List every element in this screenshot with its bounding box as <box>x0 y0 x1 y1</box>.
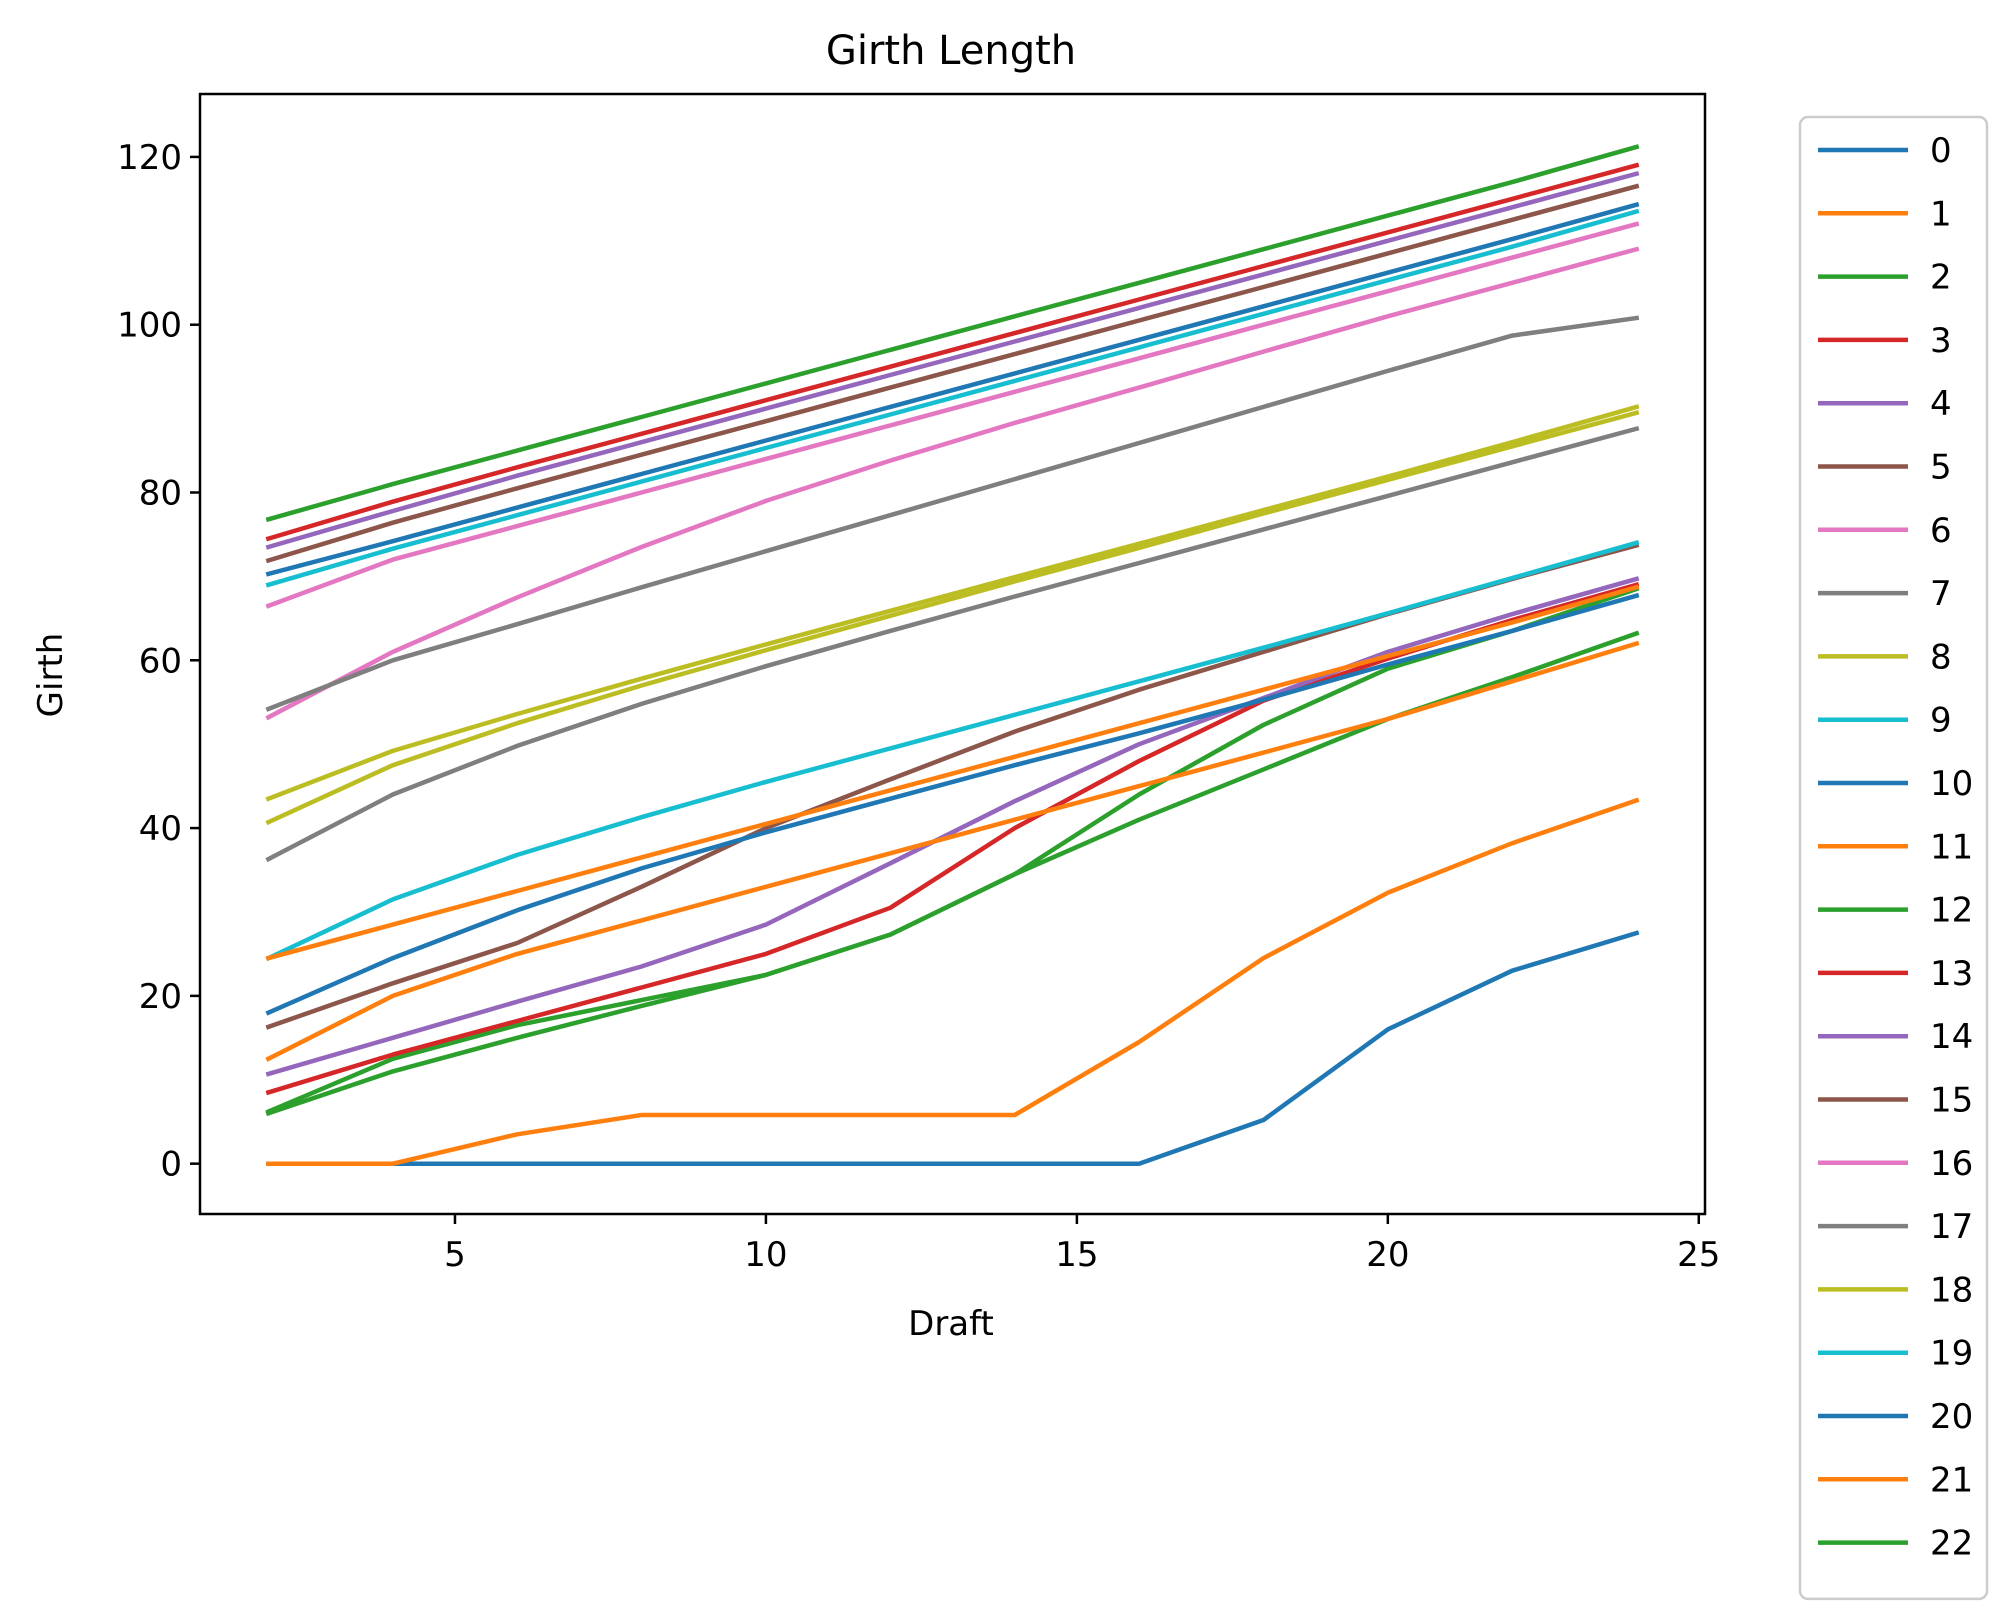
legend-item[interactable]: 2 <box>1818 258 1952 298</box>
legend-label: 6 <box>1930 511 1952 551</box>
legend-item[interactable]: 0 <box>1818 131 1952 171</box>
legend-label: 8 <box>1930 637 1952 677</box>
series-line-13 <box>265 162 1640 542</box>
y-tick-label: 20 <box>139 977 182 1017</box>
legend-label: 19 <box>1930 1334 1973 1374</box>
series-line-19 <box>265 208 1640 588</box>
legend-label: 11 <box>1930 827 1973 867</box>
series-line-14 <box>265 170 1640 550</box>
x-axis-label: Draft <box>908 1304 994 1344</box>
y-tick-label: 100 <box>117 306 182 346</box>
legend-label: 20 <box>1930 1397 1973 1437</box>
legend-label: 3 <box>1930 321 1952 361</box>
series-line-8 <box>265 410 1640 826</box>
series-line-11 <box>265 584 1640 961</box>
legend-item[interactable]: 16 <box>1818 1144 1973 1184</box>
legend-item[interactable]: 19 <box>1818 1334 1973 1374</box>
legend-label: 2 <box>1930 258 1952 298</box>
legend-label: 15 <box>1930 1081 1973 1121</box>
legend-label: 16 <box>1930 1144 1973 1184</box>
series-line-4 <box>265 576 1640 1077</box>
legend-label: 5 <box>1930 448 1952 488</box>
legend-item[interactable]: 4 <box>1818 384 1952 424</box>
x-tick-label: 10 <box>744 1235 787 1275</box>
y-tick-label: 60 <box>139 641 182 681</box>
series-line-6 <box>265 246 1640 721</box>
series-line-10 <box>265 592 1640 1016</box>
legend-label: 14 <box>1930 1017 1973 1057</box>
legend-item[interactable]: 20 <box>1818 1397 1973 1437</box>
x-tick-label: 20 <box>1366 1235 1409 1275</box>
legend-label: 1 <box>1930 194 1952 234</box>
series-line-21 <box>265 640 1640 1062</box>
legend-item[interactable]: 8 <box>1818 637 1952 677</box>
legend-item[interactable]: 14 <box>1818 1017 1973 1057</box>
legend-label: 22 <box>1930 1524 1973 1564</box>
y-tick-label: 40 <box>139 809 182 849</box>
legend-item[interactable]: 6 <box>1818 511 1952 551</box>
legend-item[interactable]: 9 <box>1818 701 1952 741</box>
legend-label: 4 <box>1930 384 1952 424</box>
legend-label: 21 <box>1930 1460 1973 1500</box>
x-tick-label: 15 <box>1055 1235 1098 1275</box>
legend-label: 10 <box>1930 764 1973 804</box>
legend-item[interactable]: 5 <box>1818 448 1952 488</box>
legend-label: 12 <box>1930 891 1973 931</box>
legend-item[interactable]: 21 <box>1818 1460 1973 1500</box>
series-line-17 <box>265 315 1640 712</box>
ticks-layer: 5 10 15 20 25 0 20 40 60 80 100 120 <box>117 138 1720 1275</box>
series-line-0 <box>266 930 1640 1166</box>
y-tick-label: 80 <box>139 474 182 514</box>
series-line-16 <box>265 221 1640 609</box>
legend-item[interactable]: 18 <box>1818 1270 1973 1310</box>
chart-title: Girth Length <box>826 28 1076 74</box>
x-tick-label: 5 <box>444 1235 466 1275</box>
legend-box <box>1798 115 1989 1601</box>
x-tick-label: 25 <box>1677 1235 1720 1275</box>
series-line-7 <box>265 425 1640 863</box>
legend-label: 0 <box>1930 131 1952 171</box>
y-axis-label: Girth <box>31 633 71 718</box>
legend-item[interactable]: 12 <box>1818 891 1973 931</box>
legend-item[interactable]: 11 <box>1818 827 1973 867</box>
series-line-15 <box>265 183 1640 564</box>
legend-label: 7 <box>1930 574 1952 614</box>
series-line-9 <box>265 540 1640 962</box>
y-tick-label: 0 <box>160 1145 182 1185</box>
legend-label: 18 <box>1930 1270 1973 1310</box>
series-line-20 <box>265 201 1640 577</box>
legend-item[interactable]: 17 <box>1818 1207 1973 1247</box>
legend-item[interactable]: 15 <box>1818 1081 1973 1121</box>
legend-label: 13 <box>1930 954 1973 994</box>
series-line-18 <box>265 404 1640 802</box>
plot-area <box>198 92 1707 1216</box>
legend-item[interactable]: 13 <box>1818 954 1973 994</box>
legend-label: 17 <box>1930 1207 1973 1247</box>
legend-item[interactable]: 22 <box>1818 1524 1973 1564</box>
y-tick-label: 120 <box>117 138 182 178</box>
legend-item[interactable]: 1 <box>1818 194 1952 234</box>
series-line-1 <box>266 797 1640 1166</box>
legend-label: 9 <box>1930 701 1952 741</box>
legend-item[interactable]: 10 <box>1818 764 1973 804</box>
legend-item[interactable]: 3 <box>1818 321 1952 361</box>
legend-item[interactable]: 7 <box>1818 574 1952 614</box>
plot-lines <box>265 144 1640 1166</box>
series-line-22 <box>265 144 1640 523</box>
